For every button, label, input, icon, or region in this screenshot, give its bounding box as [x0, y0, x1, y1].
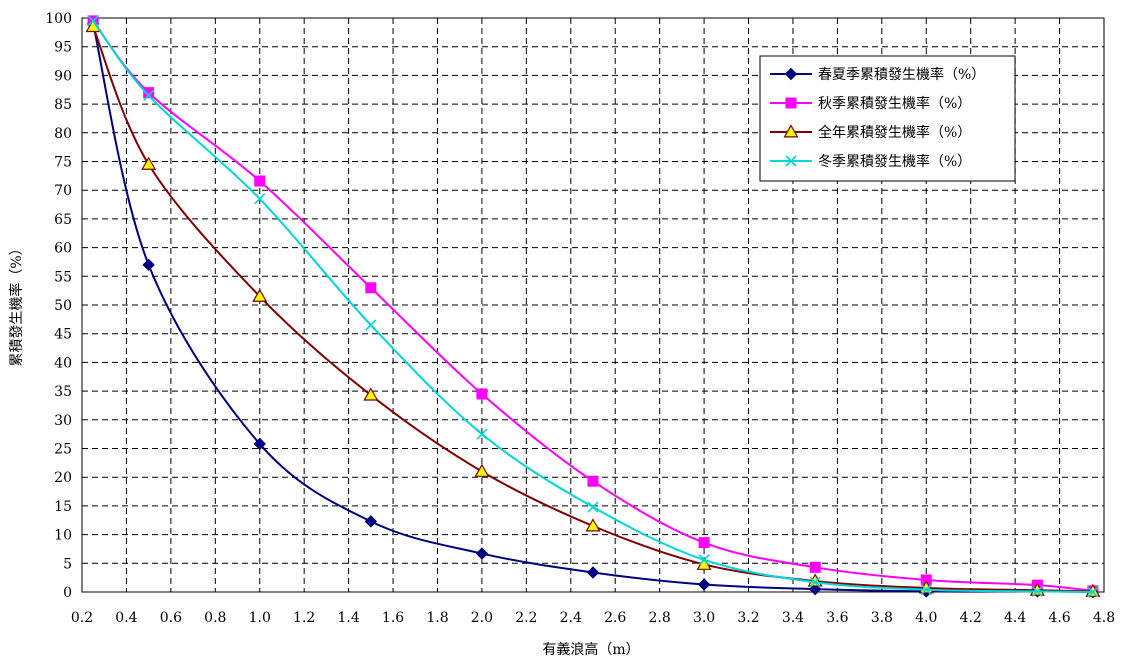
y-tick-label: 0 — [63, 585, 72, 601]
data-point — [474, 463, 490, 477]
data-point — [253, 437, 266, 451]
data-point — [587, 501, 599, 513]
x-tick-label: 3.4 — [782, 610, 804, 626]
data-point — [697, 578, 711, 591]
data-point — [475, 547, 489, 560]
x-tick-label: 4.4 — [1004, 610, 1026, 626]
y-tick-label: 80 — [54, 126, 72, 142]
x-tick-label: 1.8 — [426, 610, 448, 626]
data-point — [364, 515, 378, 528]
legend-label: 春夏季累積發生機率（%） — [818, 66, 985, 83]
legend-label: 冬季累積發生機率（%） — [818, 153, 971, 170]
x-tick-label: 2.8 — [649, 610, 671, 626]
data-point — [254, 175, 266, 187]
y-tick-label: 40 — [54, 355, 72, 371]
y-tick-label: 70 — [54, 183, 72, 199]
legend-marker — [783, 124, 799, 138]
x-tick-label: 1.4 — [337, 610, 359, 626]
x-tick-label: 2.0 — [471, 610, 493, 626]
y-tick-label: 5 — [63, 556, 72, 572]
y-tick-label: 60 — [54, 241, 72, 257]
data-point — [87, 15, 99, 27]
data-point — [476, 388, 488, 400]
data-point — [809, 561, 821, 573]
legend-item: 全年累積發生機率（%） — [770, 124, 971, 141]
y-tick-label: 65 — [54, 212, 72, 228]
legend-item: 春夏季累積發生機率（%） — [770, 66, 985, 83]
series-4 — [87, 15, 1099, 598]
data-point — [587, 475, 599, 487]
y-tick-label: 100 — [45, 11, 72, 27]
legend-marker — [785, 97, 797, 109]
y-tick-label: 20 — [54, 470, 72, 486]
y-tick-label: 10 — [54, 528, 72, 544]
legend-label: 全年累積發生機率（%） — [818, 124, 971, 141]
data-point — [141, 156, 157, 170]
data-point — [1031, 585, 1043, 597]
data-point — [585, 518, 601, 532]
data-point — [143, 87, 155, 99]
x-tick-label: 4.2 — [960, 610, 982, 626]
y-tick-label: 50 — [54, 298, 72, 314]
data-point — [809, 576, 821, 588]
x-tick-label: 3.6 — [826, 610, 848, 626]
y-tick-label: 90 — [54, 68, 72, 84]
y-tick-label: 35 — [54, 384, 72, 400]
x-tick-label: 2.2 — [515, 610, 537, 626]
data-point — [365, 282, 377, 294]
data-point — [698, 554, 710, 566]
data-point — [698, 537, 710, 549]
data-point — [142, 258, 155, 272]
x-tick-label: 1.6 — [382, 610, 404, 626]
data-point — [252, 288, 268, 302]
y-tick-label: 85 — [54, 97, 72, 113]
x-tick-label: 3.8 — [871, 610, 893, 626]
x-tick-label: 3.0 — [693, 610, 715, 626]
x-tick-label: 2.4 — [560, 610, 582, 626]
x-tick-label: 1.0 — [249, 610, 271, 626]
legend-marker — [785, 155, 797, 167]
y-tick-label: 55 — [54, 269, 72, 285]
x-tick-label: 4.6 — [1048, 610, 1070, 626]
x-tick-label: 4.8 — [1093, 610, 1115, 626]
x-tick-label: 3.2 — [737, 610, 759, 626]
x-tick-label: 0.8 — [204, 610, 226, 626]
data-point — [586, 566, 600, 579]
y-tick-label: 15 — [54, 499, 72, 515]
data-point — [1085, 583, 1101, 597]
x-tick-label: 0.4 — [115, 610, 137, 626]
x-tick-label: 0.2 — [71, 610, 93, 626]
data-point — [365, 319, 377, 331]
x-tick-label: 4.0 — [915, 610, 937, 626]
x-tick-label: 2.6 — [604, 610, 626, 626]
axes: 0.2 0.4 0.6 0.8 1.0 1.2 1.4 1.6 1.8 2.0 2.2 2.4 2.6 2… — [45, 11, 1115, 626]
y-tick-label: 75 — [54, 155, 72, 171]
data-point — [1087, 586, 1099, 598]
data-point — [143, 89, 155, 102]
y-tick-label: 30 — [54, 413, 72, 429]
y-axis-title: 累積發生機率（%） — [8, 241, 25, 366]
data-point — [476, 428, 488, 440]
series-group — [85, 15, 1101, 599]
y-tick-label: 95 — [54, 40, 72, 56]
legend-marker — [784, 67, 798, 81]
x-tick-label: 0.6 — [160, 610, 182, 626]
y-tick-label: 25 — [54, 442, 72, 458]
data-point — [920, 584, 932, 596]
y-tick-label: 45 — [54, 327, 72, 343]
plot-border — [81, 17, 1105, 593]
x-tick-label: 1.2 — [293, 610, 315, 626]
legend-item: 秋季累積發生機率（%） — [770, 95, 971, 112]
x-axis-title: 有義浪高（m） — [542, 641, 639, 658]
data-point — [363, 387, 379, 401]
legend: 春夏季累積發生機率（%） 秋季累積發生機率（%） 全年累積發生機率（%） 冬季累積發生… — [759, 55, 1016, 182]
data-point — [254, 193, 266, 205]
legend-label: 秋季累積發生機率（%） — [818, 95, 971, 112]
legend-item: 冬季累積發生機率（%） — [770, 153, 971, 170]
